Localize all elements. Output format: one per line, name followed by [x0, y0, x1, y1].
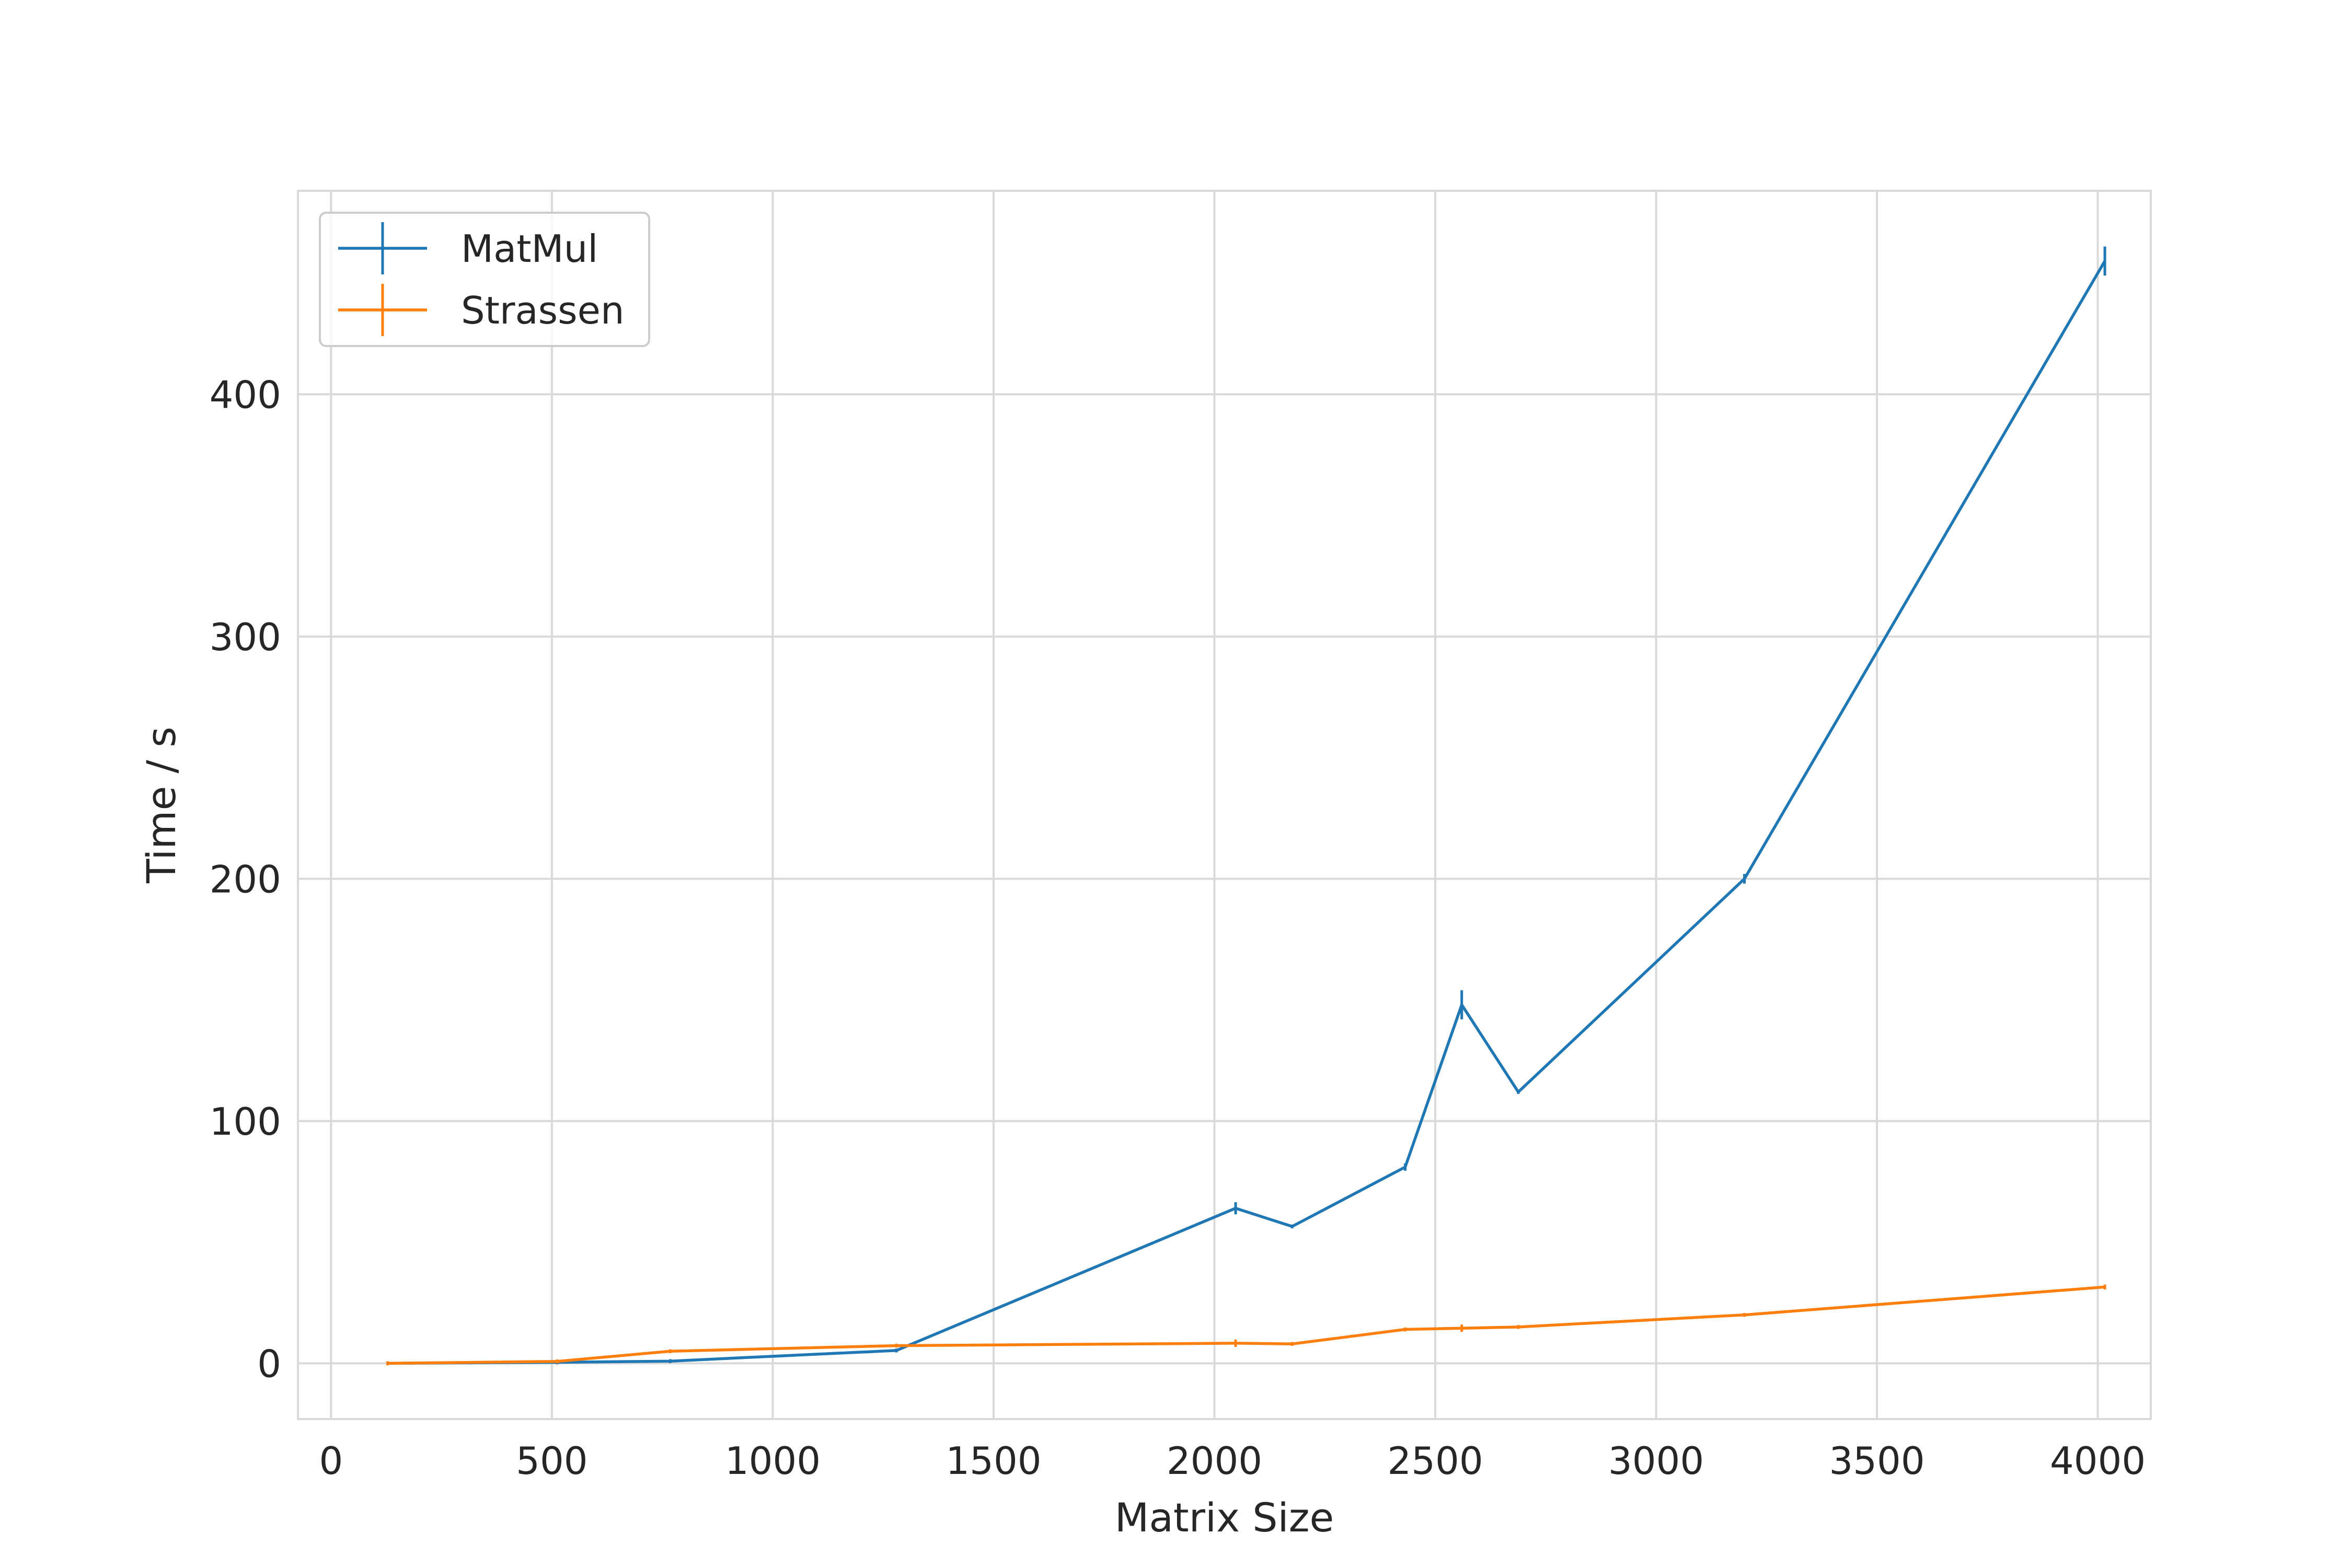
legend-label: Strassen — [461, 289, 625, 332]
legend-item-strassen: Strassen — [338, 284, 625, 336]
y-tick-label: 100 — [210, 1100, 281, 1144]
legend: MatMul Strassen — [319, 212, 650, 347]
x-tick-label: 1000 — [725, 1439, 821, 1483]
y-tick-label: 400 — [210, 373, 281, 417]
legend-box — [319, 212, 650, 347]
x-tick-label: 4000 — [2050, 1439, 2146, 1483]
x-axis-label: Matrix Size — [1115, 1494, 1334, 1541]
x-tick-label: 1500 — [946, 1439, 1041, 1483]
y-tick-label: 0 — [257, 1342, 281, 1386]
series-strassen — [386, 1284, 2106, 1366]
y-tick-labels: 0 100 200 300 400 — [210, 373, 281, 1386]
plot-frame — [297, 190, 2152, 1420]
y-tick-label: 300 — [210, 615, 281, 659]
x-tick-label: 500 — [516, 1439, 587, 1483]
x-tick-label: 2500 — [1387, 1439, 1483, 1483]
x-tick-label: 2000 — [1167, 1439, 1262, 1483]
x-tick-label: 3500 — [1829, 1439, 1924, 1483]
x-tick-labels: 0 500 1000 1500 2000 2500 3000 3500 4000 — [319, 1439, 2146, 1483]
y-tick-label: 200 — [210, 857, 281, 901]
x-tick-label: 0 — [319, 1439, 343, 1483]
series-layer — [386, 246, 2106, 1366]
legend-item-matmul: MatMul — [338, 222, 598, 274]
x-tick-label: 3000 — [1608, 1439, 1704, 1483]
legend-label: MatMul — [461, 227, 598, 271]
grid — [298, 191, 2151, 1419]
y-axis-label: Time / s — [138, 727, 185, 884]
